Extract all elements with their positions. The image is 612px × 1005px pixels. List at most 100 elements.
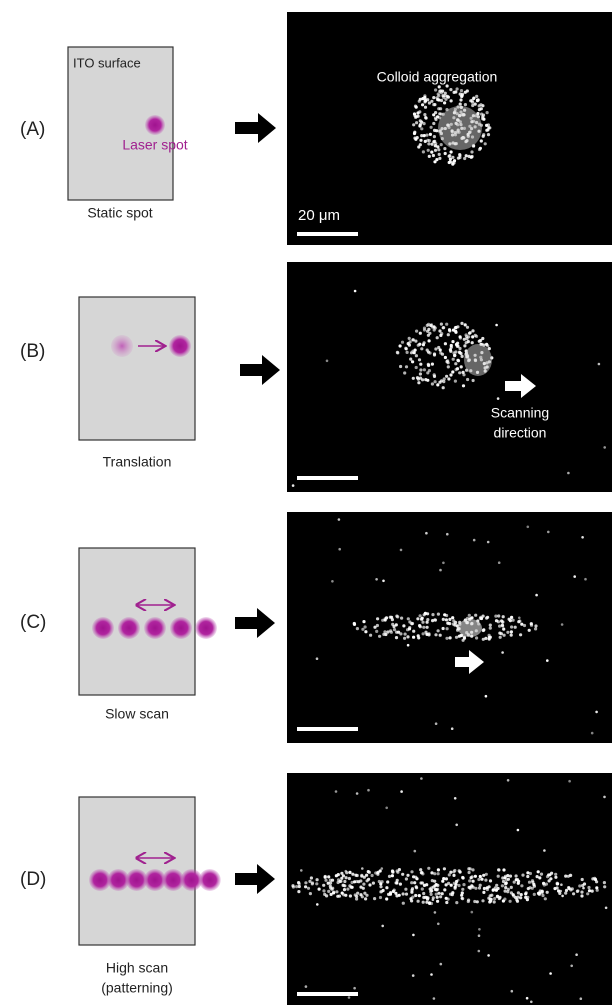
particle [510,886,513,889]
particle [385,897,388,900]
particle [489,624,492,627]
particle [419,868,422,871]
panel-b: (B) Translation Scanning direction [20,262,612,492]
particle [367,878,370,881]
particle [404,888,407,891]
particle [452,623,455,626]
particle [487,954,490,957]
particle [471,911,474,914]
particle [454,883,457,886]
particle [582,887,585,890]
particle [540,873,543,876]
particle [495,884,498,887]
particle [324,879,327,882]
particle [447,333,450,336]
particle [470,616,473,619]
particle [477,878,480,881]
particle [437,629,440,632]
particle [478,950,481,953]
particle [364,625,367,628]
particle [583,882,586,885]
particle [519,633,522,636]
particle [570,965,573,968]
particle [407,617,410,620]
particle [587,886,590,889]
particle [486,888,489,891]
particle [440,332,443,335]
particle [442,618,445,621]
particle [453,886,456,889]
particle [420,777,423,780]
particle [510,634,513,637]
laser-spot [92,617,114,639]
particle [488,636,491,639]
particle [475,335,478,338]
particle [492,888,495,891]
particle [425,532,428,535]
particle [433,140,436,143]
particle [478,886,481,889]
particle [421,621,424,624]
particle [332,891,335,894]
particle [337,878,340,881]
particle [584,578,587,581]
particle [469,331,472,334]
particle [508,618,511,621]
particle [435,158,438,161]
particle [417,636,420,639]
particle [576,889,579,892]
particle [365,874,368,877]
particle [472,379,475,382]
particle [489,894,492,897]
particle [480,878,483,881]
particle [580,997,583,1000]
particle [396,351,399,354]
particle [460,322,463,325]
particle [402,624,405,627]
particle [537,870,540,873]
particle [415,354,418,357]
particle [472,880,475,883]
particle [311,882,314,885]
particle [547,531,550,534]
particle [528,881,531,884]
image-annotation: Colloid aggregation [377,69,498,85]
particle [497,620,500,623]
particle [467,899,470,902]
particle [500,619,503,622]
particle [517,891,520,894]
particle [300,869,303,872]
particle [493,900,496,903]
particle [430,902,433,905]
particle [434,633,437,636]
particle [424,116,427,119]
particle [451,727,454,730]
particle [396,615,399,618]
particle [446,84,449,87]
particle [441,90,444,93]
particle [474,887,477,890]
particle [415,121,418,124]
particle [422,626,425,629]
arrow [235,864,275,894]
particle [432,898,435,901]
particle [438,157,441,160]
particle [373,897,376,900]
particle [389,891,392,894]
particle [561,895,564,898]
particle [591,890,594,893]
particle [437,346,440,349]
particle [405,365,408,368]
particle [412,974,415,977]
particle [399,344,402,347]
particle [437,148,440,151]
particle [445,883,448,886]
caption: Translation [103,454,172,470]
particle [470,876,473,879]
micrograph [287,262,612,492]
particle [411,887,414,890]
particle [451,370,454,373]
particle [506,631,509,634]
particle [482,638,485,641]
particle [435,888,438,891]
